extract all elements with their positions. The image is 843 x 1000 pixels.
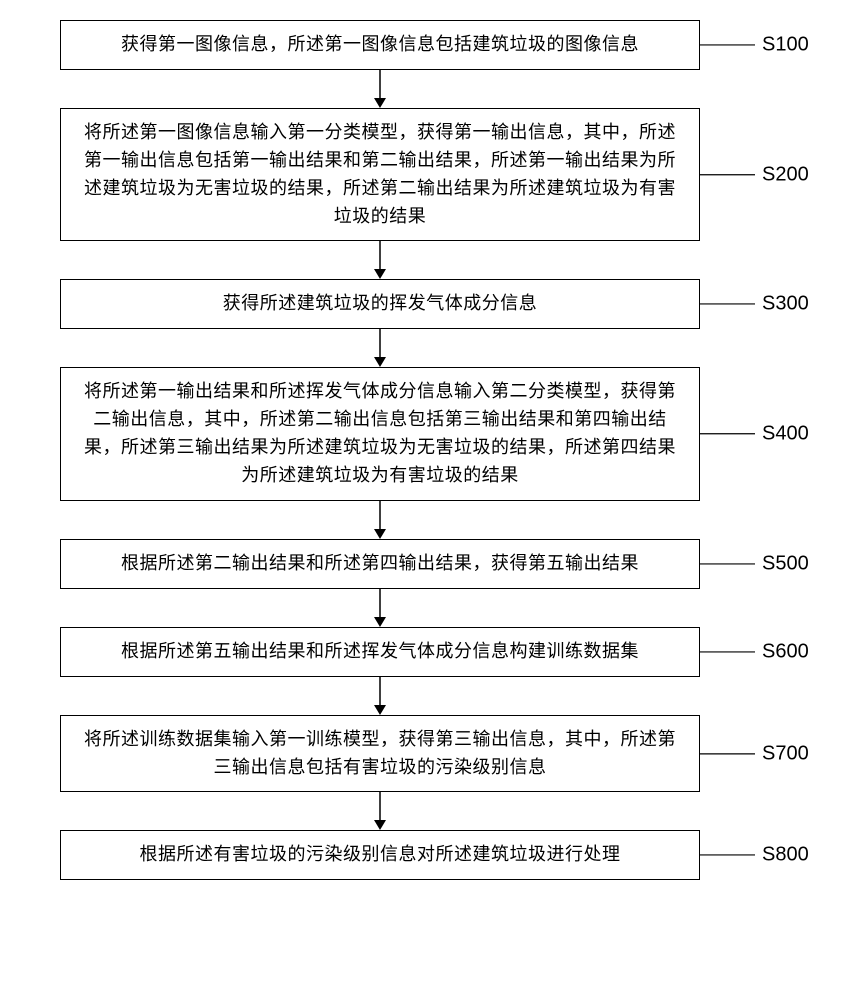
arrow-down-icon: [60, 589, 700, 627]
flow-step-box: 获得所述建筑垃圾的挥发气体成分信息: [60, 279, 700, 329]
step-label-connector: S200: [700, 108, 820, 242]
flow-step-box: 根据所述第五输出结果和所述挥发气体成分信息构建训练数据集: [60, 627, 700, 677]
step-label: S300: [762, 293, 809, 316]
flow-step: 将所述训练数据集输入第一训练模型，获得第三输出信息，其中，所述第三输出信息包括有…: [60, 715, 820, 793]
step-label-connector: S300: [700, 279, 820, 329]
arrow-down-icon: [60, 329, 700, 367]
step-label: S700: [762, 742, 809, 765]
flow-step-box: 获得第一图像信息，所述第一图像信息包括建筑垃圾的图像信息: [60, 20, 700, 70]
step-label: S800: [762, 844, 809, 867]
flow-step: 根据所述第五输出结果和所述挥发气体成分信息构建训练数据集 S600: [60, 627, 820, 677]
step-label-connector: S100: [700, 20, 820, 70]
arrow-down-icon: [60, 792, 700, 830]
arrow-down-icon: [60, 677, 700, 715]
step-label-connector: S700: [700, 715, 820, 793]
step-label-connector: S400: [700, 367, 820, 501]
step-label-connector: S500: [700, 539, 820, 589]
flow-step-box: 将所述第一图像信息输入第一分类模型，获得第一输出信息，其中，所述第一输出信息包括…: [60, 108, 700, 242]
flow-step-box: 根据所述第二输出结果和所述第四输出结果，获得第五输出结果: [60, 539, 700, 589]
flow-step: 将所述第一输出结果和所述挥发气体成分信息输入第二分类模型，获得第二输出信息，其中…: [60, 367, 820, 501]
step-label-connector: S800: [700, 830, 820, 880]
step-label: S200: [762, 163, 809, 186]
flow-step: 根据所述第二输出结果和所述第四输出结果，获得第五输出结果 S500: [60, 539, 820, 589]
arrow-down-icon: [60, 241, 700, 279]
flow-step: 获得所述建筑垃圾的挥发气体成分信息 S300: [60, 279, 820, 329]
arrow-down-icon: [60, 70, 700, 108]
flow-step: 根据所述有害垃圾的污染级别信息对所述建筑垃圾进行处理 S800: [60, 830, 820, 880]
step-label: S400: [762, 423, 809, 446]
flow-step-box: 根据所述有害垃圾的污染级别信息对所述建筑垃圾进行处理: [60, 830, 700, 880]
flow-step-box: 将所述训练数据集输入第一训练模型，获得第三输出信息，其中，所述第三输出信息包括有…: [60, 715, 700, 793]
flow-step: 获得第一图像信息，所述第一图像信息包括建筑垃圾的图像信息 S100: [60, 20, 820, 70]
step-label: S500: [762, 552, 809, 575]
step-label: S100: [762, 33, 809, 56]
arrow-down-icon: [60, 501, 700, 539]
step-label-connector: S600: [700, 627, 820, 677]
flow-step-box: 将所述第一输出结果和所述挥发气体成分信息输入第二分类模型，获得第二输出信息，其中…: [60, 367, 700, 501]
flow-step: 将所述第一图像信息输入第一分类模型，获得第一输出信息，其中，所述第一输出信息包括…: [60, 108, 820, 242]
flowchart-container: 获得第一图像信息，所述第一图像信息包括建筑垃圾的图像信息 S100 将所述第一图…: [60, 20, 820, 880]
step-label: S600: [762, 640, 809, 663]
